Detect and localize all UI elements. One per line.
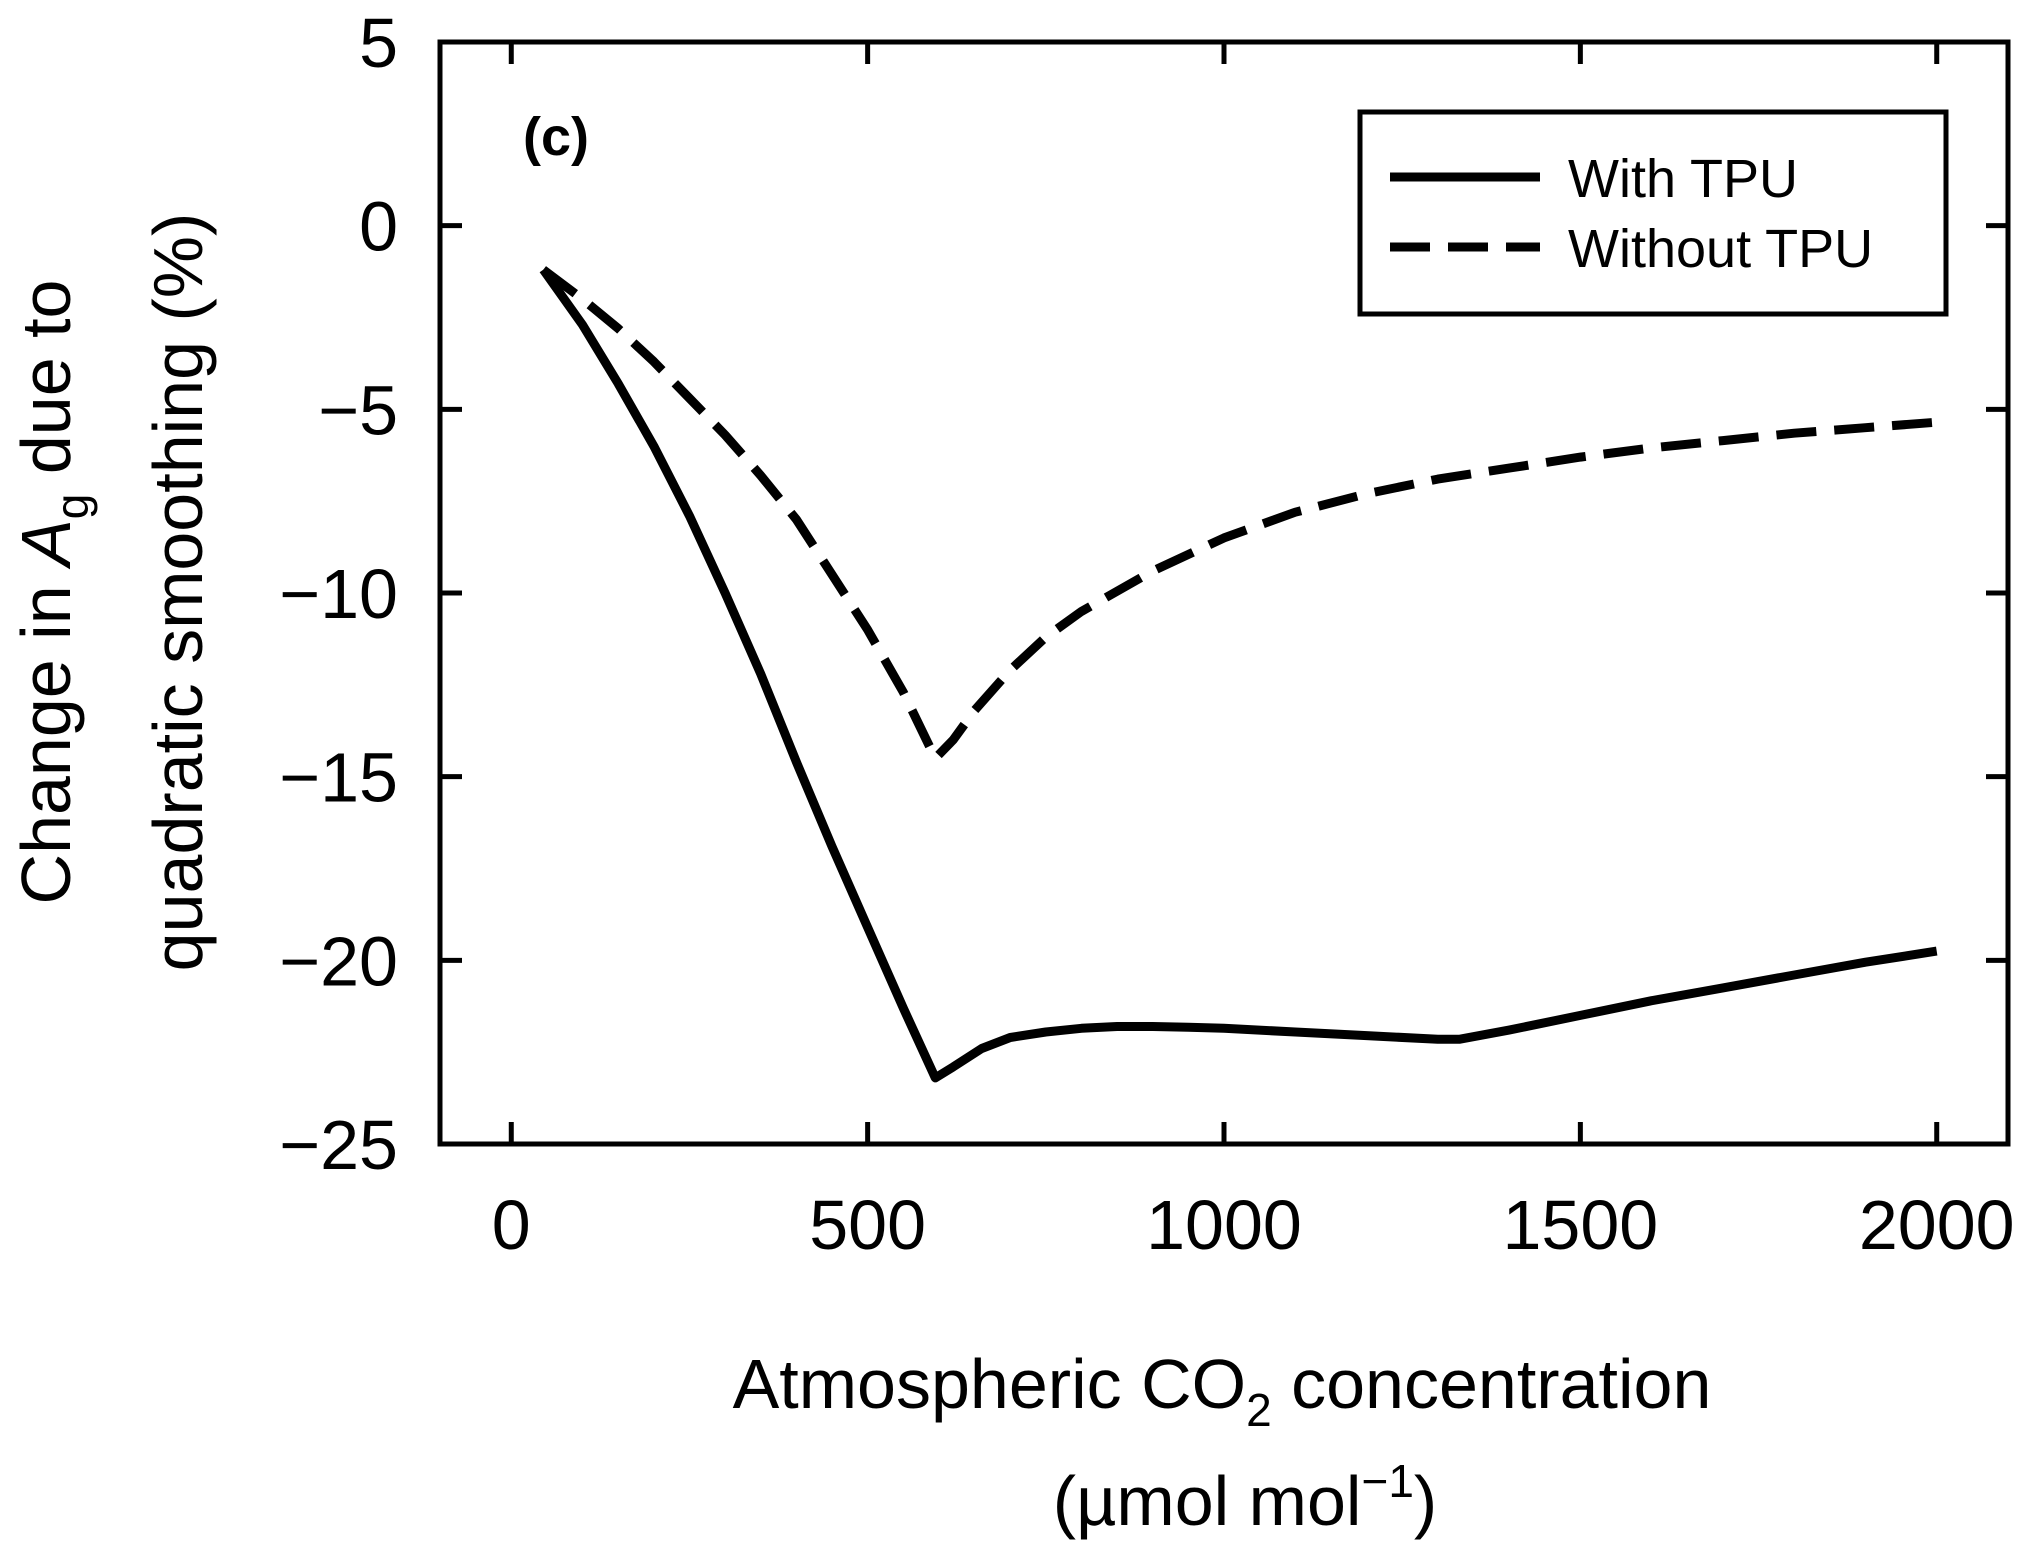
x-tick-label: 500 [809,1186,926,1264]
y-tick-label: −15 [279,739,398,817]
series-layer [539,266,1938,1083]
legend-box [1357,109,1949,317]
series-line-with-tpu [539,267,1938,1083]
y-tick-label: −10 [279,555,398,633]
y-tick-label: −25 [279,1106,398,1184]
x-tick-label: 0 [492,1186,531,1264]
y-axis-label-line2: quadratic smoothing (%) [139,213,217,972]
y-tick-label: 5 [359,4,398,82]
x-axis-label: Atmospheric CO2 concentration [733,1345,1712,1436]
series-line-without-tpu [540,266,1938,763]
x-tick-label: 2000 [1859,1186,2015,1264]
x-axis-units: (µmol mol−1) [1053,1455,1437,1540]
y-tick-label: −20 [279,922,398,1000]
y-tick-label: −5 [318,371,398,449]
y-axis-label-group: Change in Ag due to quadratic smoothing … [7,213,217,972]
y-axis-label-line1: Change in Ag due to [7,280,98,905]
legend-label-with-tpu: With TPU [1568,149,1798,209]
legend-label-without-tpu: Without TPU [1568,219,1873,279]
x-tick-label: 1000 [1146,1186,1302,1264]
axis-ticks: 0 500 1000 1500 2000 5 0 −5 −10 −15 −20 −25 [279,4,2014,1264]
panel-label: (c) [523,107,589,167]
y-tick-label: 0 [359,188,398,266]
x-tick-label: 1500 [1502,1186,1658,1264]
legend: With TPU Without TPU [1357,109,1949,317]
